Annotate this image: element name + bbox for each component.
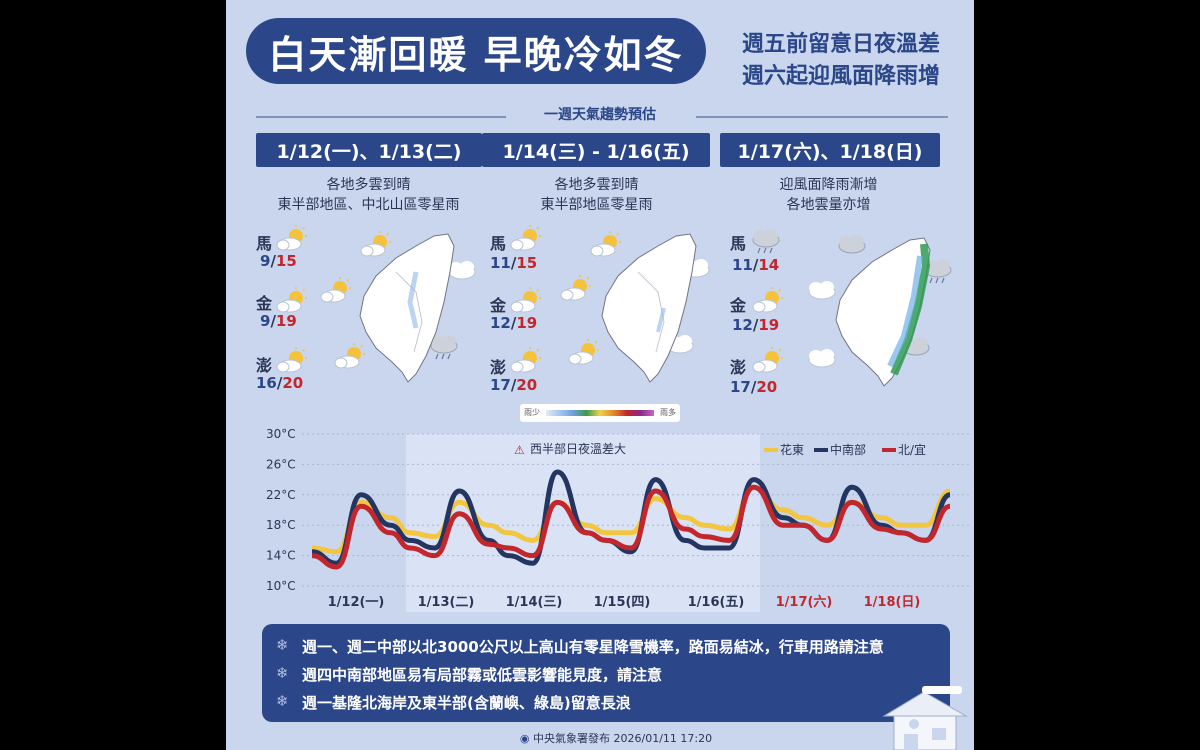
chart-legend: 花東 中南部 北/宜 xyxy=(764,442,926,457)
city-matsu: 馬 xyxy=(730,234,747,253)
note-2: ❄ 週四中南部地區易有局部霧或低雲影響能見度，請注意 xyxy=(276,664,663,684)
city-penghu: 澎 xyxy=(490,358,507,377)
period-1-desc: 各地多雲到晴 東半部地區、中北山區零星雨 xyxy=(277,177,460,213)
temp-matsu: 9/15 xyxy=(260,252,297,270)
rain-cloud-icon xyxy=(431,335,457,359)
y-tick-label: 14°C xyxy=(266,549,296,563)
period-2-date: 1/14(三) - 1/16(五) xyxy=(482,133,710,167)
rain-scale-legend: 雨少 雨多 xyxy=(520,404,680,422)
temp-kinmen: 9/19 xyxy=(260,312,297,330)
x-tick-label: 1/18(日) xyxy=(864,595,921,610)
sun-cloud-icon xyxy=(560,274,592,301)
rain-cloud-icon xyxy=(753,229,779,253)
grey-cloud-icon xyxy=(838,234,866,254)
taiwan-rain-map-3 xyxy=(835,237,931,387)
note-3: ❄ 週一基隆北海岸及東半部(含蘭嶼、綠島)留意長浪 xyxy=(276,692,631,712)
sun-cloud-icon xyxy=(320,276,352,303)
taiwan-rain-map-1 xyxy=(359,233,455,383)
city-kinmen: 金 xyxy=(256,294,273,313)
sun-cloud-icon xyxy=(752,286,784,313)
sun-cloud-icon xyxy=(510,224,542,251)
x-tick-label: 1/12(一) xyxy=(328,595,385,610)
divider-right xyxy=(696,116,948,118)
cloud-icon xyxy=(808,348,836,368)
city-matsu: 馬 xyxy=(256,234,273,253)
y-tick-label: 26°C xyxy=(266,457,296,471)
temp-penghu: 17/20 xyxy=(730,378,778,396)
sun-cloud-icon xyxy=(752,346,784,373)
snow-house-icon xyxy=(882,686,968,750)
temperature-trend-chart: 30°C 26°C 22°C 18°C 14°C 10°C 1/12(一) 1/13(二) 1… xyxy=(266,427,972,612)
x-tick-label: 1/13(二) xyxy=(418,595,475,610)
x-tick-label: 1/14(三) xyxy=(506,595,563,610)
legend-north: 北/宜 xyxy=(898,442,926,457)
divider-left xyxy=(256,116,506,118)
week-trend-label: 一週天氣趨勢預估 xyxy=(544,107,656,123)
cwa-logo-icon: ◉ xyxy=(519,732,530,745)
sun-cloud-icon xyxy=(276,346,308,373)
taiwan-rain-map-2 xyxy=(601,233,697,383)
page-title: 白天漸回暖 早晚冷如冬 xyxy=(246,18,706,84)
city-kinmen: 金 xyxy=(490,296,507,315)
sun-cloud-icon xyxy=(360,230,392,257)
snowflake-icon: ❄ xyxy=(276,636,289,654)
temp-penghu: 17/20 xyxy=(490,376,538,394)
period-3-date: 1/17(六)、1/18(日) xyxy=(720,133,940,167)
y-tick-label: 10°C xyxy=(266,579,296,593)
city-kinmen: 金 xyxy=(730,296,747,315)
temp-kinmen: 12/19 xyxy=(732,316,780,334)
y-tick-label: 22°C xyxy=(266,488,296,502)
temp-penghu: 16/20 xyxy=(256,374,304,392)
alert-icon: ⚠ xyxy=(514,443,525,457)
city-penghu: 澎 xyxy=(256,356,273,375)
city-penghu: 澎 xyxy=(730,358,747,377)
sun-cloud-icon xyxy=(568,338,600,365)
sun-cloud-icon xyxy=(276,224,308,251)
series-line-北/宜 xyxy=(311,484,951,570)
weather-poster: 白天漸回暖 早晚冷如冬 週五前留意日夜溫差 週六起迎風面降雨增 一週天氣趨勢預估… xyxy=(226,0,974,750)
period-3-desc: 迎風面降雨漸增 各地雲量亦增 xyxy=(779,177,878,213)
weather-icons-layer xyxy=(276,224,974,387)
temp-kinmen: 12/19 xyxy=(490,314,538,332)
legend-central-south: 中南部 xyxy=(830,442,866,457)
snowflake-icon: ❄ xyxy=(276,692,289,710)
cloud-icon xyxy=(808,280,836,300)
annotation: ⚠ 西半部日夜溫差大 xyxy=(514,441,626,457)
x-tick-label: 1/15(四) xyxy=(594,595,651,610)
subtitle-line-2: 週六起迎風面降雨增 xyxy=(741,64,940,89)
sun-cloud-icon xyxy=(510,346,542,373)
footer-credit: ◉ 中央氣象署發布 2026/01/11 17:20 xyxy=(519,732,713,745)
note-1: ❄ 週一、週二中部以北3000公尺以上高山有零星降雪機率，路面易結冰，行車用路請注… xyxy=(276,636,884,656)
temp-matsu: 11/14 xyxy=(732,256,780,274)
period-2-desc: 各地多雲到晴 東半部地區零星雨 xyxy=(540,177,653,213)
sun-cloud-icon xyxy=(276,286,308,313)
sun-cloud-icon xyxy=(510,286,542,313)
series-line-中南部 xyxy=(311,469,951,566)
x-tick-label: 1/16(五) xyxy=(688,595,745,610)
period-1-date: 1/12(一)、1/13(二) xyxy=(256,133,482,167)
y-tick-label: 18°C xyxy=(266,518,296,532)
cloud-icon xyxy=(448,260,476,280)
subtitle-line-1: 週五前留意日夜溫差 xyxy=(741,32,940,57)
city-matsu: 馬 xyxy=(490,234,507,253)
y-tick-label: 30°C xyxy=(266,427,296,441)
annotation-text: 西半部日夜溫差大 xyxy=(530,441,626,456)
notes-panel: ❄ 週一、週二中部以北3000公尺以上高山有零星降雪機率，路面易結冰，行車用路請注… xyxy=(262,624,950,722)
x-tick-label: 1/17(六) xyxy=(776,594,833,610)
legend-huadong: 花東 xyxy=(780,442,804,457)
snowflake-icon: ❄ xyxy=(276,664,289,682)
sun-cloud-icon xyxy=(590,230,622,257)
sun-cloud-icon xyxy=(334,342,366,369)
temp-matsu: 11/15 xyxy=(490,254,538,272)
